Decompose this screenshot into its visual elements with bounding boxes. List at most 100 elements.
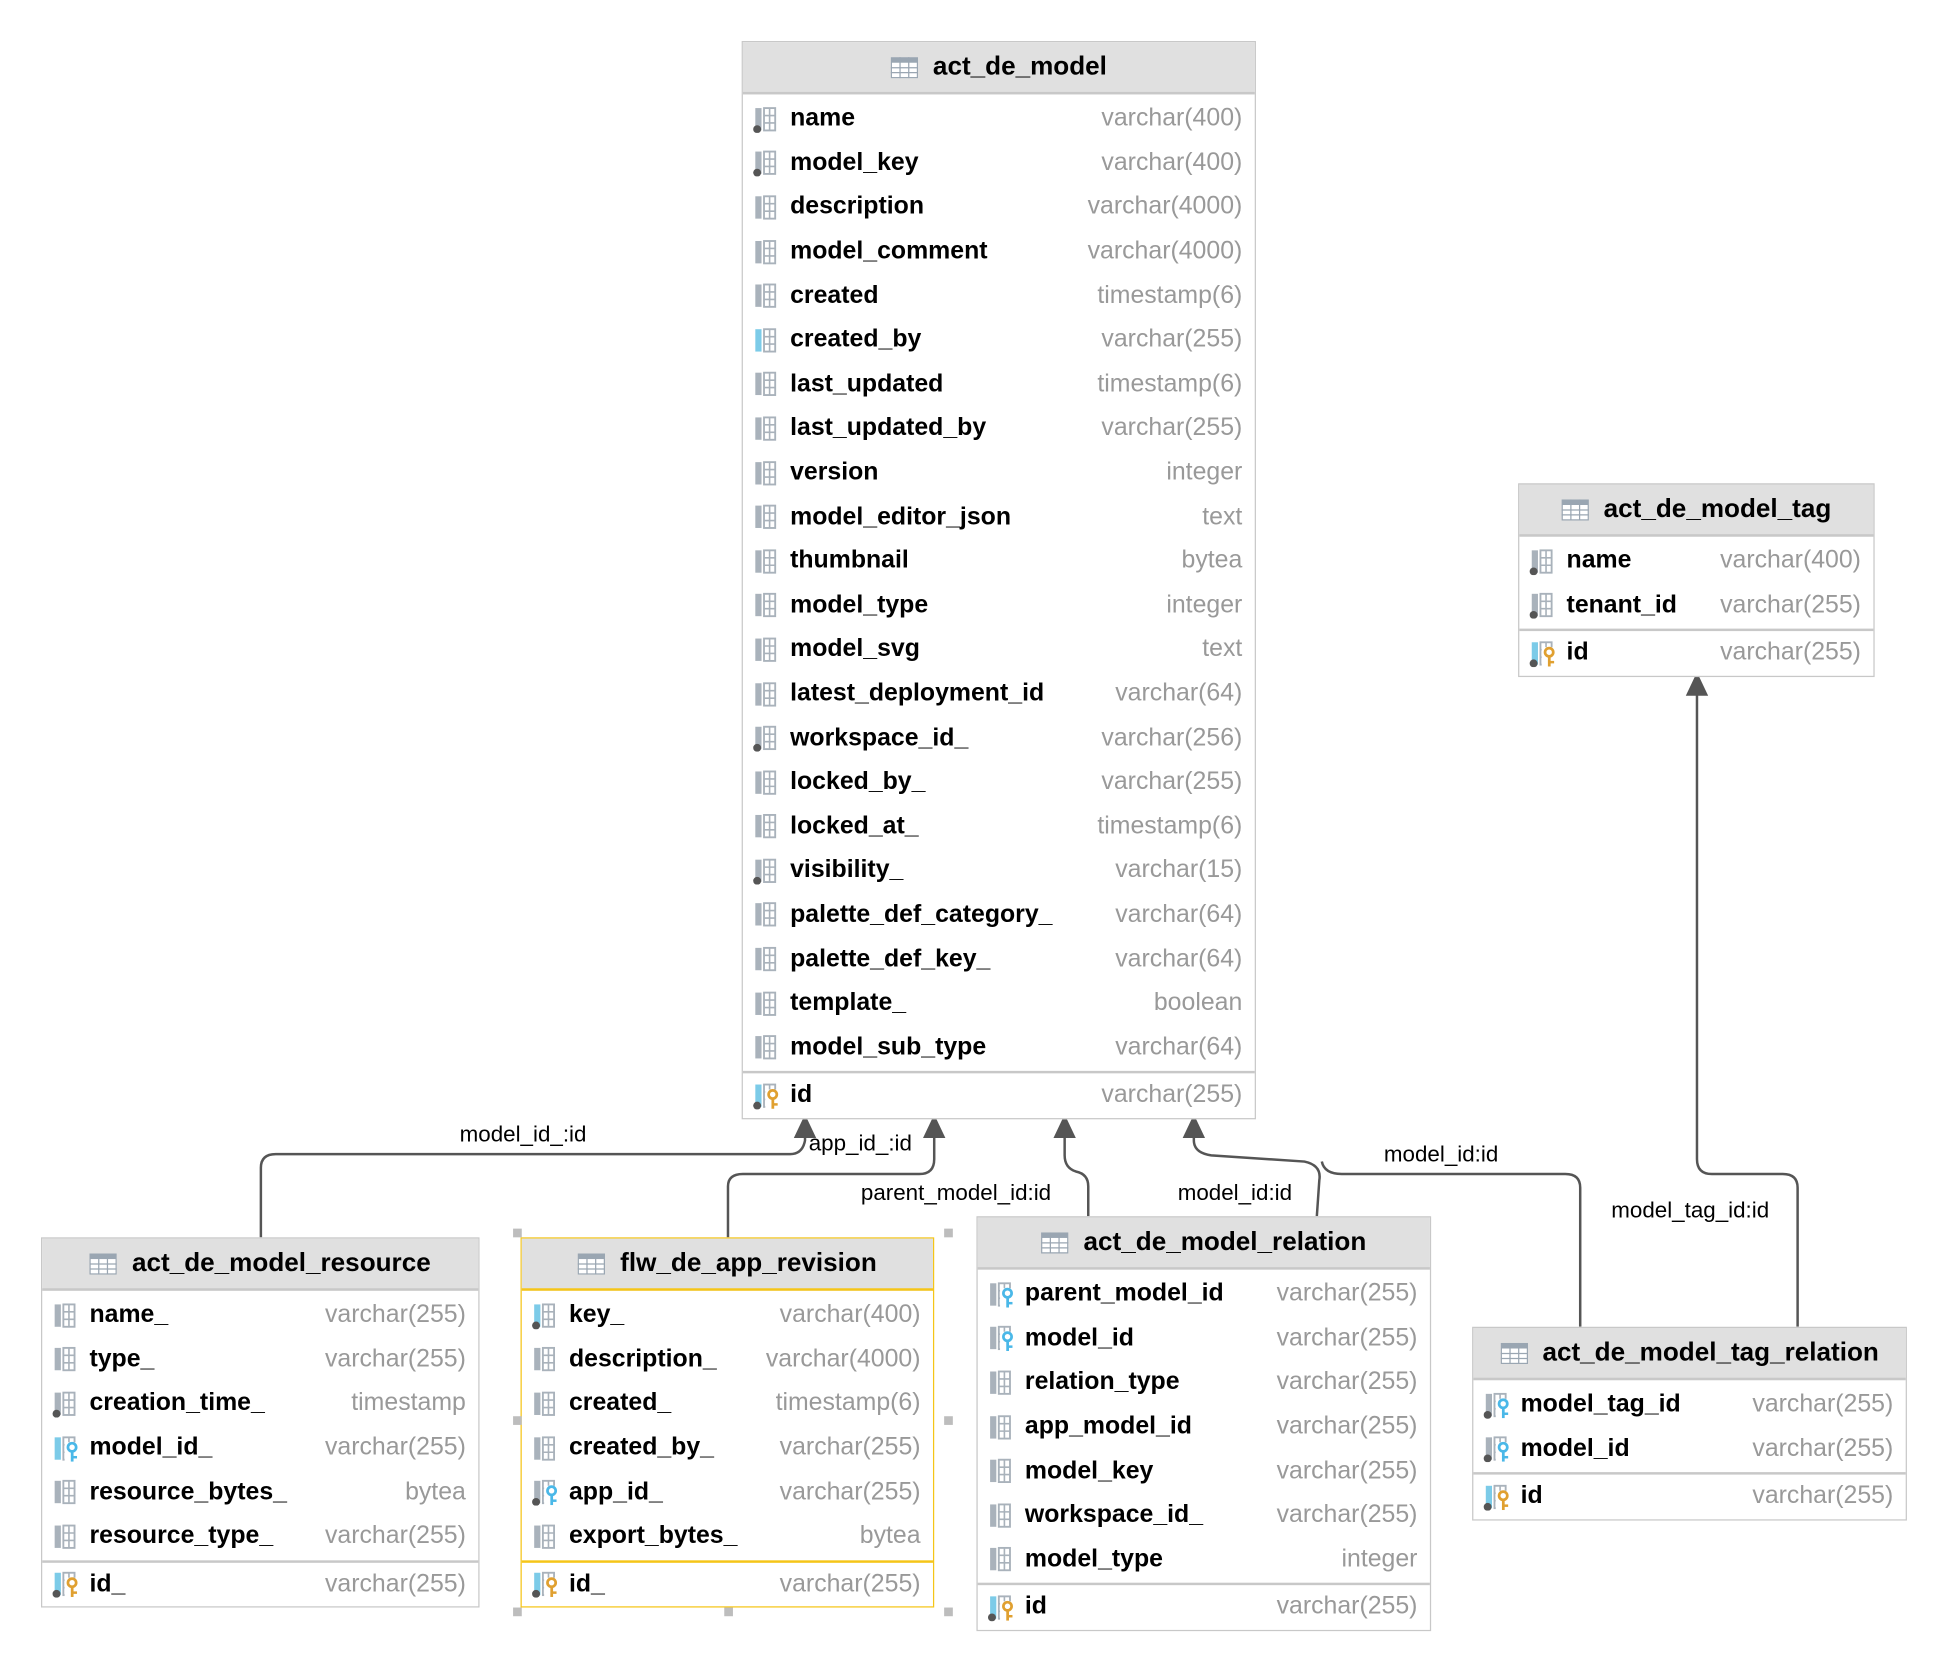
table-icon: [1500, 1342, 1528, 1364]
foreign-key-notnull-icon: [1483, 1391, 1513, 1419]
relationship-line[interactable]: [1192, 1132, 1321, 1217]
column-row[interactable]: model_id_ varchar(255): [42, 1426, 478, 1470]
column-type: integer: [1341, 1545, 1418, 1573]
column-row[interactable]: template_ boolean: [743, 981, 1255, 1025]
relationship-line[interactable]: [1063, 1132, 1090, 1217]
column-row[interactable]: name_ varchar(255): [42, 1293, 478, 1337]
primary-key-icon: [532, 1571, 562, 1599]
column-row[interactable]: model_id varchar(255): [1473, 1427, 1905, 1471]
relationship-line[interactable]: [726, 1132, 936, 1238]
table-act-de-model-relation[interactable]: act_de_model_relation parent_model_id varc…: [976, 1216, 1432, 1631]
column-row[interactable]: key_ varchar(400): [522, 1293, 933, 1337]
column-icon: [988, 1413, 1018, 1440]
column-row[interactable]: model_key varchar(255): [978, 1449, 1430, 1493]
selection-handle[interactable]: [944, 1228, 953, 1238]
column-row[interactable]: model_svg text: [743, 628, 1255, 672]
relationship-line[interactable]: [1695, 690, 1799, 1327]
column-row[interactable]: id_ varchar(255): [42, 1562, 478, 1606]
column-row[interactable]: id varchar(255): [1519, 631, 1873, 675]
column-type: varchar(400): [1101, 148, 1243, 177]
table-header[interactable]: flw_de_app_revision: [521, 1238, 933, 1291]
table-act-de-model-resource[interactable]: act_de_model_resource name_ varchar(255) ty…: [40, 1237, 480, 1608]
foreign-key-notnull-icon: [532, 1479, 562, 1506]
relationship-line[interactable]: [1320, 1161, 1582, 1327]
table-header[interactable]: act_de_model_tag: [1519, 484, 1874, 537]
table-header[interactable]: act_de_model_relation: [977, 1217, 1430, 1270]
column-row[interactable]: id varchar(255): [978, 1585, 1430, 1629]
column-icon: [988, 1502, 1018, 1529]
table-act-de-model[interactable]: act_de_model name varchar(400) model_key var…: [741, 40, 1256, 1119]
column-notnull-icon: [753, 724, 783, 752]
column-row[interactable]: created_by_ varchar(255): [522, 1426, 933, 1470]
column-name: description_: [568, 1345, 717, 1373]
column-type: varchar(255): [1276, 1412, 1418, 1440]
column-row[interactable]: created_ timestamp(6): [522, 1382, 933, 1426]
column-row[interactable]: created timestamp(6): [743, 274, 1255, 318]
column-row[interactable]: locked_at_ timestamp(6): [743, 804, 1255, 848]
column-name: model_tag_id: [1520, 1390, 1681, 1418]
column-row[interactable]: description_ varchar(4000): [522, 1337, 933, 1381]
column-row[interactable]: last_updated_by varchar(255): [743, 406, 1255, 450]
selection-handle[interactable]: [513, 1607, 522, 1617]
column-row[interactable]: app_id_ varchar(255): [522, 1470, 933, 1514]
column-row[interactable]: last_updated timestamp(6): [743, 362, 1255, 406]
column-row[interactable]: thumbnail bytea: [743, 539, 1255, 583]
column-row[interactable]: export_bytes_ bytea: [522, 1514, 933, 1558]
column-row[interactable]: id varchar(255): [1473, 1475, 1905, 1519]
table-name: act_de_model_resource: [132, 1248, 431, 1278]
column-row[interactable]: id_ varchar(255): [522, 1562, 933, 1606]
column-row[interactable]: id varchar(255): [743, 1073, 1255, 1117]
selection-handle[interactable]: [944, 1416, 953, 1425]
relationship-line[interactable]: [259, 1132, 807, 1238]
column-type: varchar(255): [1276, 1456, 1418, 1485]
column-type: timestamp(6): [1097, 281, 1243, 309]
table-act-de-model-tag[interactable]: act_de_model_tag name varchar(400) tenant_i…: [1518, 483, 1875, 677]
column-row[interactable]: model_sub_type varchar(64): [743, 1025, 1255, 1069]
column-row[interactable]: resource_type_ varchar(255): [42, 1514, 478, 1558]
column-row[interactable]: locked_by_ varchar(255): [743, 760, 1255, 804]
column-row[interactable]: visibility_ varchar(15): [743, 849, 1255, 893]
selection-handle[interactable]: [724, 1607, 733, 1617]
column-row[interactable]: type_ varchar(255): [42, 1337, 478, 1381]
column-type: varchar(64): [1115, 1033, 1243, 1061]
column-row[interactable]: app_model_id varchar(255): [978, 1405, 1430, 1449]
column-name: created: [790, 281, 879, 309]
selection-handle[interactable]: [944, 1607, 953, 1617]
selection-handle[interactable]: [513, 1228, 522, 1238]
table-header[interactable]: act_de_model: [742, 42, 1255, 95]
table-header[interactable]: act_de_model_tag_relation: [1473, 1328, 1906, 1381]
column-row[interactable]: palette_def_category_ varchar(64): [743, 893, 1255, 937]
column-row[interactable]: name varchar(400): [1519, 539, 1873, 583]
column-type: varchar(255): [324, 1522, 466, 1550]
column-row[interactable]: relation_type varchar(255): [978, 1361, 1430, 1405]
column-row[interactable]: model_comment varchar(4000): [743, 230, 1255, 274]
column-icon: [988, 1369, 1018, 1396]
selection-handle[interactable]: [513, 1416, 522, 1425]
column-icon: [753, 459, 783, 486]
column-row[interactable]: workspace_id_ varchar(256): [743, 716, 1255, 760]
column-row[interactable]: created_by varchar(255): [743, 318, 1255, 362]
column-row[interactable]: model_key varchar(400): [743, 141, 1255, 185]
column-row[interactable]: tenant_id varchar(255): [1519, 583, 1873, 627]
column-icon: [753, 769, 783, 796]
column-row[interactable]: version integer: [743, 451, 1255, 495]
column-name: resource_bytes_: [89, 1477, 287, 1506]
table-header[interactable]: act_de_model_resource: [42, 1238, 479, 1291]
column-row[interactable]: name varchar(400): [743, 97, 1255, 141]
column-row[interactable]: workspace_id_ varchar(255): [978, 1493, 1430, 1537]
column-row[interactable]: model_id varchar(255): [978, 1316, 1430, 1360]
column-row[interactable]: model_editor_json text: [743, 495, 1255, 539]
column-row[interactable]: model_type integer: [978, 1537, 1430, 1581]
column-row[interactable]: model_type integer: [743, 583, 1255, 627]
column-row[interactable]: creation_time_ timestamp: [42, 1382, 478, 1426]
column-icon: [753, 636, 783, 663]
column-type: varchar(400): [779, 1301, 921, 1329]
table-flw-de-app-revision[interactable]: flw_de_app_revision key_ varchar(400) descr…: [520, 1237, 935, 1608]
column-row[interactable]: model_tag_id varchar(255): [1473, 1383, 1905, 1427]
table-act-de-model-tag-relation[interactable]: act_de_model_tag_relation model_tag_id var…: [1472, 1326, 1907, 1521]
column-row[interactable]: latest_deployment_id varchar(64): [743, 672, 1255, 716]
column-row[interactable]: parent_model_id varchar(255): [978, 1272, 1430, 1316]
column-row[interactable]: resource_bytes_ bytea: [42, 1470, 478, 1514]
column-row[interactable]: description varchar(4000): [743, 185, 1255, 229]
column-row[interactable]: palette_def_key_ varchar(64): [743, 937, 1255, 981]
